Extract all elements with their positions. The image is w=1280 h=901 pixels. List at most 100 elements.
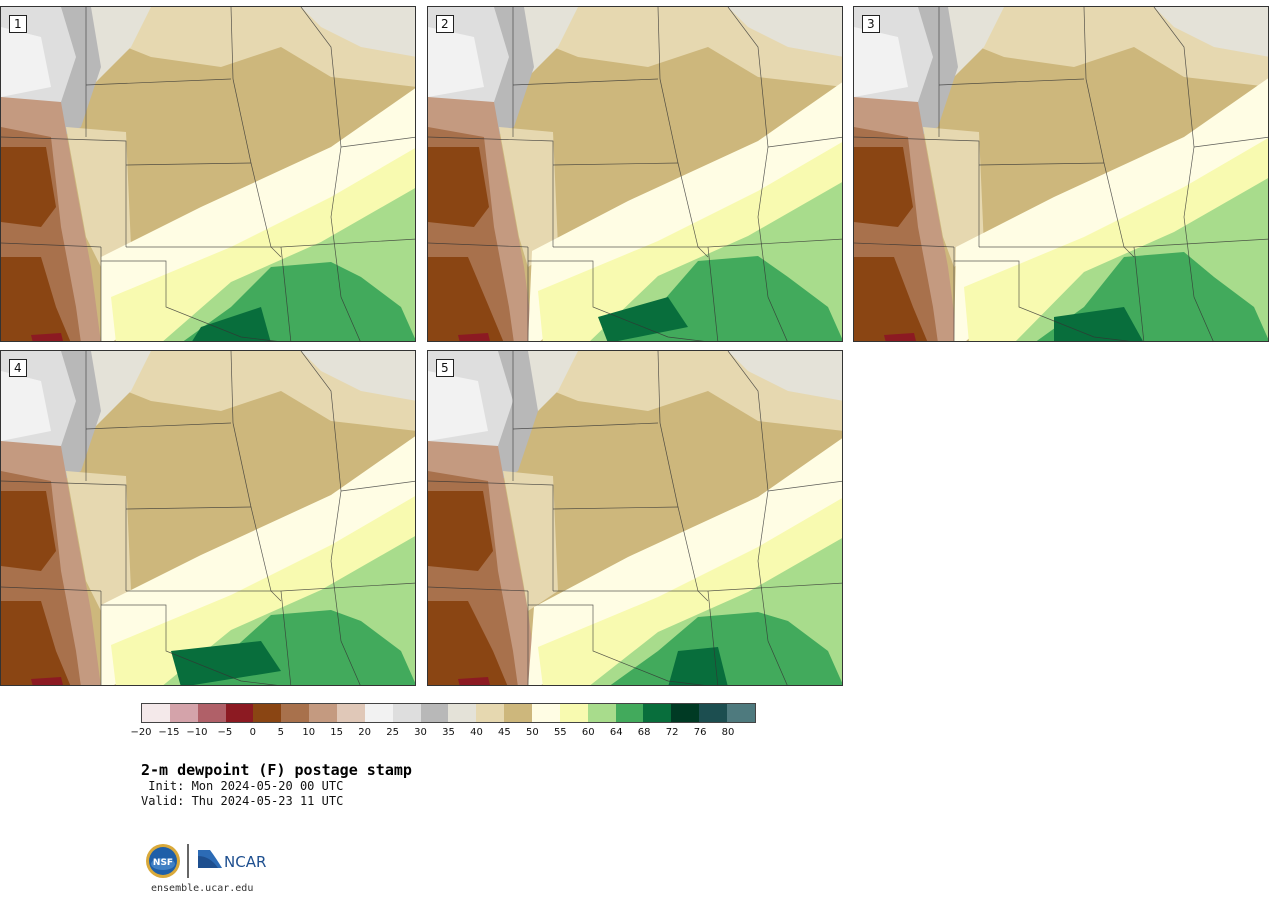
dewpoint-region	[111, 496, 415, 685]
state-boundary	[280, 590, 292, 685]
colorbar-swatch	[559, 704, 588, 722]
colorbar-tick: 64	[609, 727, 623, 738]
state-boundary	[978, 162, 1105, 166]
colorbar-swatch	[587, 704, 616, 722]
colorbar-tick: 0	[249, 727, 256, 738]
state-boundary	[707, 582, 842, 592]
dewpoint-region	[923, 127, 984, 267]
dewpoint-region	[66, 471, 131, 611]
state-boundary	[428, 242, 529, 248]
colorbar-swatch	[727, 704, 755, 722]
state-boundary	[125, 506, 252, 510]
dewpoint-region	[111, 148, 415, 341]
colorbar-tick: −15	[158, 727, 180, 738]
dewpoint-region	[854, 257, 928, 341]
chart-title: 2-m dewpoint (F) postage stamp	[141, 761, 412, 779]
colorbar-tick: −10	[186, 727, 208, 738]
colorbar-swatch	[532, 704, 560, 722]
state-boundary	[101, 604, 278, 685]
dewpoint-map	[428, 7, 842, 341]
dewpoint-region	[192, 307, 271, 341]
state-boundary	[767, 136, 842, 148]
ensemble-member-panel-3: 3	[853, 6, 1269, 342]
dewpoint-region	[428, 147, 489, 227]
dewpoint-region	[1, 371, 51, 441]
colorbar-tick: 50	[525, 727, 539, 738]
state-boundary	[428, 480, 554, 591]
nsf-ncar-logo: NSF NCAR	[144, 842, 274, 880]
colorbar-tick: 5	[277, 727, 284, 738]
dewpoint-region	[854, 27, 908, 97]
member-number-label: 3	[862, 15, 880, 33]
colorbar-tick: 35	[442, 727, 455, 738]
dewpoint-map	[854, 7, 1268, 341]
colorbar-swatch	[671, 704, 700, 722]
colorbar-swatch	[225, 704, 254, 722]
dewpoint-region	[1154, 7, 1268, 57]
nsf-seal-text: NSF	[153, 858, 173, 868]
state-boundary	[707, 238, 842, 248]
colorbar-swatch	[169, 704, 198, 722]
state-boundary	[659, 422, 679, 508]
colorbar-swatch	[197, 704, 226, 722]
state-boundary	[340, 136, 415, 148]
dewpoint-region	[610, 612, 842, 685]
state-boundary	[1085, 78, 1105, 164]
colorbar-swatch	[392, 704, 421, 722]
state-boundary	[1, 586, 102, 592]
colorbar-swatch	[504, 704, 533, 722]
dewpoint-region	[1, 27, 51, 97]
colorbar-tick: 45	[498, 727, 511, 738]
dewpoint-region	[428, 371, 488, 441]
ncar-logo-text: NCAR	[224, 853, 266, 871]
state-boundary	[1133, 238, 1268, 248]
colorbar-tick: 76	[693, 727, 707, 738]
dewpoint-map	[1, 351, 415, 685]
colorbar-tick: 60	[581, 727, 595, 738]
state-boundary	[707, 590, 719, 685]
dewpoint-region	[1054, 307, 1143, 341]
dewpoint-region	[499, 127, 558, 267]
colorbar-swatch	[253, 704, 282, 722]
state-boundary	[727, 7, 788, 341]
state-boundary	[954, 260, 1131, 341]
state-boundary	[340, 480, 415, 492]
valid-time: Valid: Thu 2024-05-23 11 UTC	[141, 794, 344, 808]
state-boundary	[657, 7, 661, 80]
state-boundary	[125, 162, 252, 166]
state-boundary	[1, 242, 102, 248]
colorbar-swatch	[281, 704, 310, 722]
colorbar-swatch	[337, 704, 365, 722]
colorbar-tick-labels: −20 −15 −10 −5 0 5 10 15 20 25 30 35 40 45 50 55 60 64 68 7…	[130, 727, 756, 741]
colorbar-tick: 30	[414, 727, 427, 738]
dewpoint-region	[964, 138, 1268, 341]
state-boundary	[528, 604, 705, 685]
state-boundary	[1193, 136, 1268, 148]
state-boundary	[101, 260, 278, 341]
colorbar-tick: 10	[302, 727, 316, 738]
state-boundary	[280, 582, 415, 592]
dewpoint-region	[31, 333, 63, 341]
colorbar-swatch	[420, 704, 449, 722]
state-boundary	[552, 162, 679, 166]
dewpoint-region	[458, 333, 490, 341]
colorbar-tick: 80	[721, 727, 735, 738]
ensemble-member-panel-1: 1	[0, 6, 416, 342]
dewpoint-region	[458, 677, 490, 685]
dewpoint-region	[428, 491, 493, 571]
state-boundary	[727, 351, 788, 685]
dewpoint-region	[503, 471, 558, 611]
dewpoint-region	[884, 333, 916, 341]
nsf-seal-icon: NSF	[146, 844, 180, 878]
colorbar-swatch	[142, 704, 170, 722]
member-number-label: 2	[436, 15, 454, 33]
state-boundary	[552, 506, 679, 510]
state-boundary	[512, 422, 659, 430]
state-boundary	[657, 351, 661, 424]
dewpoint-region	[598, 297, 688, 341]
dewpoint-colorbar	[141, 703, 756, 723]
ncar-logo-icon	[198, 850, 222, 868]
dewpoint-region	[728, 7, 842, 57]
colorbar-tick: 20	[358, 727, 371, 738]
member-number-label: 1	[9, 15, 27, 33]
